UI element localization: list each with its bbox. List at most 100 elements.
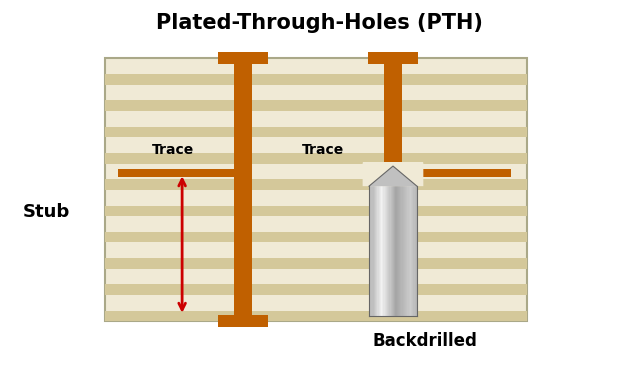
Bar [400,166,402,186]
Bar [373,186,374,316]
Bar [406,186,408,316]
Bar [412,186,414,316]
Bar [118,169,235,177]
Bar [105,258,527,269]
Bar [390,186,392,316]
Bar [218,52,268,64]
Bar [368,169,418,179]
Bar [413,186,415,316]
Text: Plated-Through-Holes (PTH): Plated-Through-Holes (PTH) [156,13,483,33]
Bar [401,166,403,186]
Bar [416,166,418,186]
Bar [399,186,401,316]
Text: Trace: Trace [151,143,194,157]
Bar [385,166,387,186]
Bar [397,186,399,316]
Bar [378,186,380,316]
Bar [408,186,410,316]
Bar [385,186,387,316]
Bar [404,186,406,316]
Bar [374,166,376,186]
Bar [389,166,390,186]
Bar [408,186,409,316]
Bar [380,166,381,186]
Polygon shape [363,162,393,186]
Bar [105,100,527,111]
Bar [373,166,374,186]
Text: Trace: Trace [302,143,344,157]
Bar [412,166,414,186]
Bar [397,186,399,316]
Bar [381,186,383,316]
Bar [406,166,408,186]
Bar [400,186,402,316]
Bar [383,186,385,316]
Bar [394,166,396,186]
Bar [404,166,406,186]
Bar [368,52,418,64]
Bar [105,179,527,190]
Bar [369,166,371,186]
Bar [410,186,412,316]
Bar [105,205,527,216]
Bar [387,166,389,186]
Bar [393,166,395,186]
Bar [415,166,417,186]
Bar [394,186,396,316]
Bar [415,186,417,316]
Bar [389,186,391,316]
Bar [403,166,404,186]
Bar [370,166,372,186]
Bar [387,186,389,316]
Bar [408,166,409,186]
Bar [397,166,399,186]
Bar [234,58,252,321]
Bar [105,284,527,295]
Bar [376,186,378,316]
Bar [403,186,404,316]
Bar [368,167,418,179]
Bar [396,186,397,316]
Bar [405,186,407,316]
Bar [378,166,380,186]
Bar [369,186,371,316]
Bar [383,166,385,186]
Bar [371,186,373,316]
Bar [105,232,527,242]
Bar [389,186,390,316]
Bar [374,186,376,316]
Bar [399,166,401,186]
Bar [371,166,373,186]
Bar [392,186,394,316]
Bar [382,186,384,316]
Text: Stub: Stub [23,203,70,221]
Bar [389,166,391,186]
Bar [105,74,527,85]
Bar [381,166,383,186]
Bar [413,166,415,186]
Bar [396,166,397,186]
Bar [378,186,380,316]
Bar [405,166,407,186]
Text: Backdrilled: Backdrilled [373,332,477,350]
Bar [410,166,412,186]
Bar [375,166,377,186]
Bar [401,186,403,316]
Bar [386,186,388,316]
Bar [382,166,384,186]
Bar [411,186,413,316]
Bar [105,127,527,137]
Bar [386,166,388,186]
Bar [218,315,268,327]
Bar [105,58,527,321]
Bar [411,166,413,186]
Bar [397,166,399,186]
Bar [378,166,380,186]
Bar [392,166,394,186]
Bar [375,186,377,316]
Bar [393,186,395,316]
Bar [363,162,423,186]
Bar [380,186,381,316]
Bar [384,58,402,173]
Bar [105,311,527,321]
